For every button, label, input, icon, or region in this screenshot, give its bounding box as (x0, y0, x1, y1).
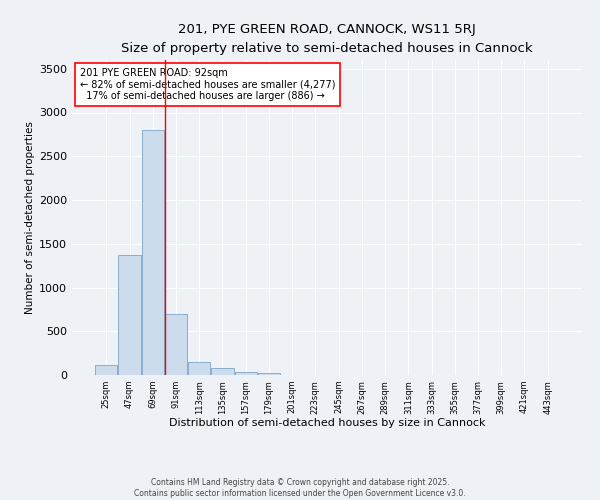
Text: 201 PYE GREEN ROAD: 92sqm
← 82% of semi-detached houses are smaller (4,277)
  17: 201 PYE GREEN ROAD: 92sqm ← 82% of semi-… (80, 68, 335, 101)
Bar (95, 364, 118, 375)
Bar (165, 314, 187, 375)
Title: 201, PYE GREEN ROAD, CANNOCK, WS11 5RJ
Size of property relative to semi-detache: 201, PYE GREEN ROAD, CANNOCK, WS11 5RJ S… (121, 22, 533, 54)
Bar (211, 368, 233, 375)
Text: Contains HM Land Registry data © Crown copyright and database right 2025.
Contai: Contains HM Land Registry data © Crown c… (134, 478, 466, 498)
Bar (188, 362, 210, 375)
Bar (258, 373, 280, 375)
X-axis label: Distribution of semi-detached houses by size in Cannock: Distribution of semi-detached houses by … (169, 418, 485, 428)
Bar (142, 130, 164, 375)
Bar (235, 372, 257, 375)
Y-axis label: Number of semi-detached properties: Number of semi-detached properties (25, 121, 35, 314)
Bar (118, 255, 140, 375)
